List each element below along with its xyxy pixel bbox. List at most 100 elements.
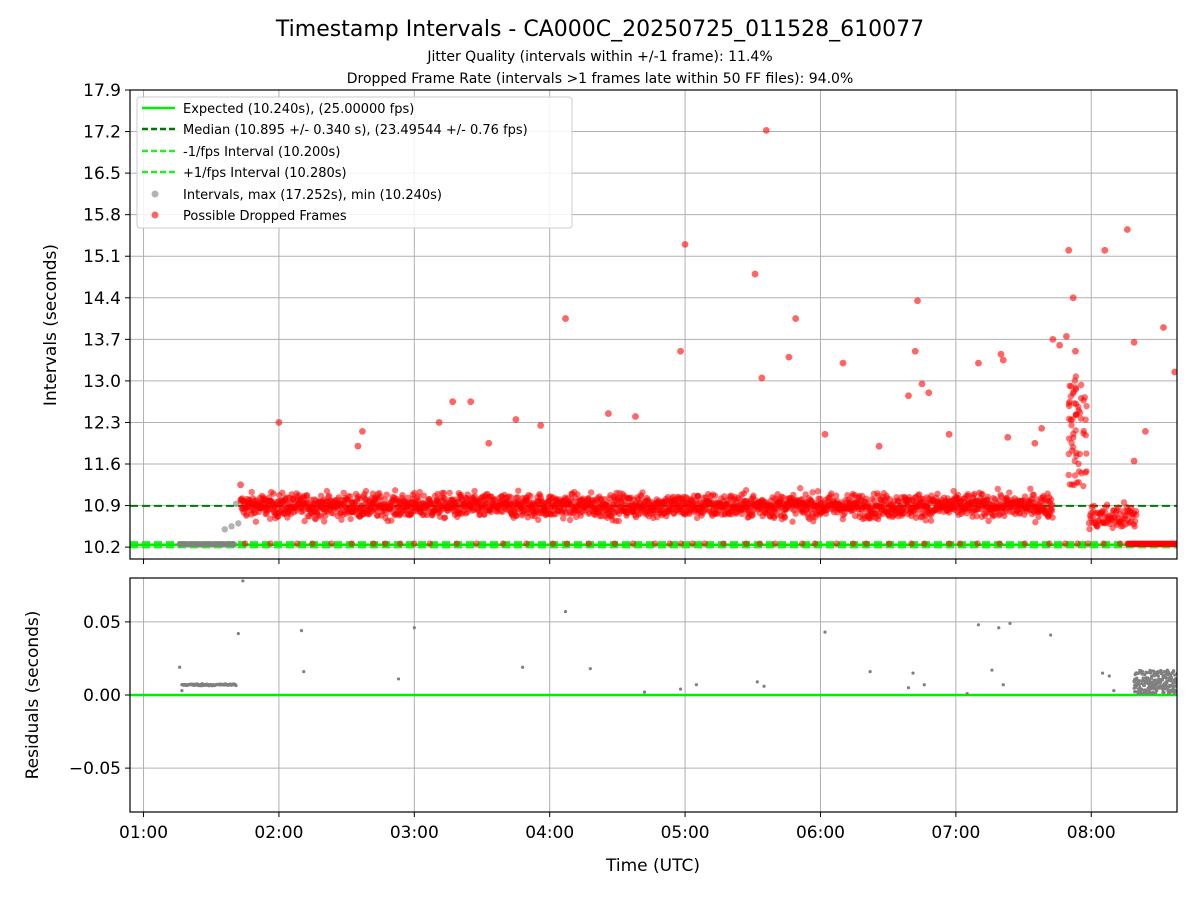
dropped-point [243, 510, 250, 518]
residual-point [755, 680, 759, 684]
dropped-point [1075, 407, 1082, 414]
dropped-point [1100, 540, 1107, 547]
dropped-point [871, 497, 878, 504]
dropped-point [1049, 514, 1056, 521]
residual-point [180, 689, 184, 693]
x-tick-label: 08:00 [1067, 823, 1116, 843]
legend-median: Median (10.895 +/- 0.340 s), (23.49544 +… [183, 123, 528, 138]
dropped-point [785, 353, 793, 361]
residual-point [1100, 671, 1105, 675]
x-tick-label: 05:00 [661, 823, 710, 843]
intervals-ytick-label: 15.8 [83, 206, 121, 226]
dropped-point [354, 442, 362, 450]
dropped-point [328, 540, 335, 547]
residual-point [236, 631, 240, 636]
dropped-point [1035, 513, 1042, 520]
residual-point [1156, 674, 1160, 678]
dropped-point [922, 517, 929, 524]
legend-dropped: Possible Dropped Frames [183, 209, 347, 224]
interval-point [235, 520, 242, 527]
dropped-point [711, 492, 719, 500]
dropped-point [971, 490, 978, 498]
dropped-point [1123, 226, 1131, 233]
dropped-point [790, 491, 797, 499]
residual-point [1164, 676, 1168, 680]
dropped-point [411, 489, 418, 497]
residual-point [1150, 676, 1154, 680]
chart-title: Timestamp Intervals - CA000C_20250725_01… [275, 17, 924, 42]
dropped-point [473, 540, 480, 547]
residual-point [965, 691, 969, 696]
dropped-point [340, 489, 347, 497]
residual-point [911, 671, 915, 675]
dropped-point [1065, 450, 1073, 458]
residuals-ytick-label: 0.00 [83, 686, 121, 706]
dropped-point [513, 512, 520, 519]
residual-point [1107, 674, 1111, 678]
dropped-point [1128, 504, 1135, 512]
dropped-point [523, 540, 530, 547]
dropped-point [1084, 540, 1092, 547]
dropped-point [758, 374, 766, 382]
dropped-point [347, 515, 354, 523]
chart-subtitle-dropped: Dropped Frame Rate (intervals >1 frames … [347, 71, 854, 87]
dropped-point [905, 392, 912, 400]
dropped-point [1082, 469, 1089, 476]
legend-intervals: Intervals, max (17.252s), min (10.240s) [183, 188, 442, 203]
dropped-point [587, 489, 595, 496]
dropped-point [632, 413, 639, 420]
chart-subtitle-jitter: Jitter Quality (intervals within +/-1 fr… [426, 49, 772, 65]
residual-point [299, 629, 304, 633]
dropped-point [515, 487, 522, 494]
dropped-point [359, 427, 366, 435]
dropped-point [798, 540, 806, 547]
residual-point [642, 690, 647, 694]
dropped-point [604, 410, 612, 417]
dropped-point [1173, 540, 1177, 548]
dropped-point [397, 540, 404, 547]
dropped-point [1048, 507, 1056, 515]
dropped-point [1160, 324, 1167, 331]
dropped-point [1049, 335, 1057, 343]
dropped-point [270, 490, 277, 497]
dropped-point [984, 493, 992, 501]
dropped-point [537, 422, 545, 429]
dropped-point [1083, 450, 1090, 457]
dropped-point [1080, 482, 1087, 490]
residual-point [1049, 633, 1053, 637]
dropped-point [875, 442, 883, 450]
dropped-point [1072, 347, 1079, 355]
intervals-x-ticks [143, 559, 1092, 564]
dropped-point [1072, 427, 1079, 434]
dropped-point [814, 488, 822, 495]
residual-point [1169, 679, 1173, 683]
dropped-point [1067, 383, 1075, 390]
x-tick-label: 03:00 [390, 823, 439, 843]
legend-swatch-dropped [151, 211, 159, 219]
residual-point [412, 626, 416, 630]
residual-point [823, 630, 827, 634]
dropped-point [1171, 368, 1177, 376]
dropped-point [973, 512, 980, 520]
dropped-point [1083, 402, 1090, 410]
dropped-point [950, 487, 957, 495]
dropped-point [1031, 439, 1039, 447]
dropped-point [1082, 432, 1089, 439]
dropped-point [839, 359, 847, 367]
dropped-point [1069, 416, 1076, 423]
dropped-point [833, 540, 840, 547]
dropped-point [797, 485, 804, 492]
x-tick-label: 07:00 [931, 823, 980, 843]
intervals-ytick-label: 11.6 [83, 455, 121, 475]
dropped-point [1030, 491, 1038, 499]
dropped-point [1006, 489, 1013, 496]
dropped-point [449, 398, 457, 406]
legend: Expected (10.240s), (25.00000 fps) Media… [136, 96, 573, 229]
dropped-point [1021, 493, 1029, 500]
interval-point [221, 526, 228, 533]
residual-point [997, 626, 1001, 630]
dropped-point [1032, 518, 1039, 526]
dropped-point [527, 492, 534, 500]
residual-point [302, 670, 306, 674]
